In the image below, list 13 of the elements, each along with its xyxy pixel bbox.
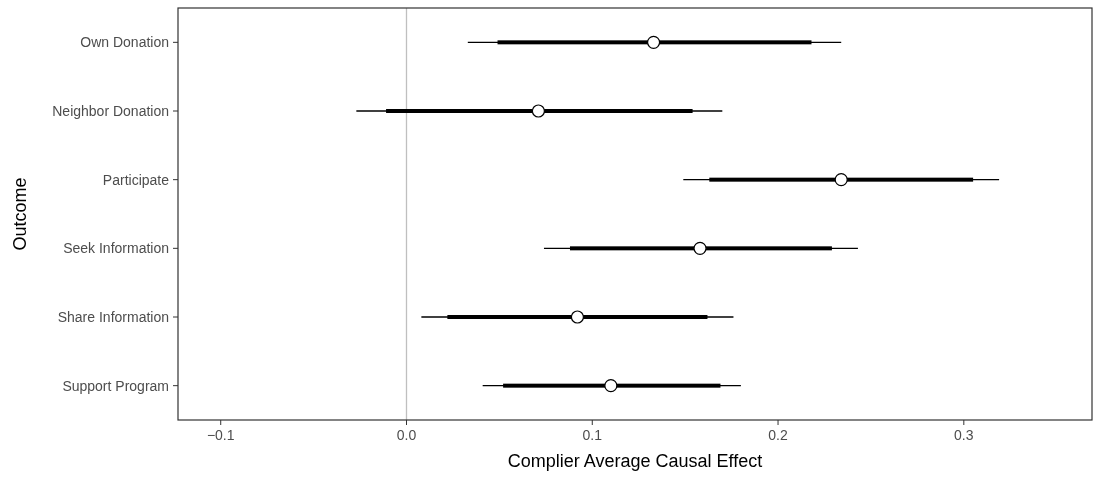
x-axis-title: Complier Average Causal Effect [507,451,763,471]
y-tick-label: Participate [102,171,170,188]
y-axis-title: Outcome [10,177,30,251]
y-tick-label: Support Program [62,377,169,394]
x-tick-label: 0.1 [582,427,603,443]
y-tick-label: Share Information [57,309,169,325]
x-tick-label: 0.0 [396,427,417,443]
x-tick-label: 0.2 [768,427,788,443]
y-tick-label: Neighbor Donation [52,103,169,119]
x-tick-label: −0.1 [206,427,235,443]
y-tick-label: Seek Information [63,240,169,257]
y-tick-label: Own Donation [80,34,169,51]
x-tick-label: 0.3 [954,427,974,443]
